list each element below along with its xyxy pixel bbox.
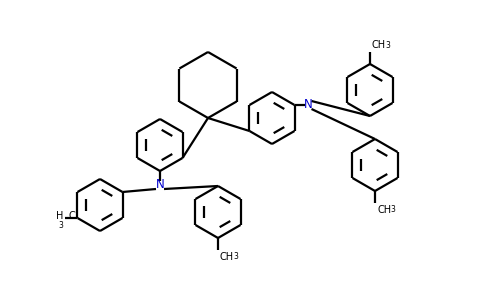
Text: N: N — [156, 178, 165, 191]
Text: H: H — [56, 211, 63, 221]
Text: 3: 3 — [59, 221, 63, 230]
Text: CH: CH — [377, 205, 391, 215]
Text: CH: CH — [220, 252, 234, 262]
Text: 3: 3 — [233, 252, 238, 261]
Text: C: C — [68, 211, 75, 221]
Text: CH: CH — [372, 40, 386, 50]
Text: 3: 3 — [385, 41, 390, 50]
Text: N: N — [304, 98, 313, 112]
Text: 3: 3 — [390, 205, 395, 214]
